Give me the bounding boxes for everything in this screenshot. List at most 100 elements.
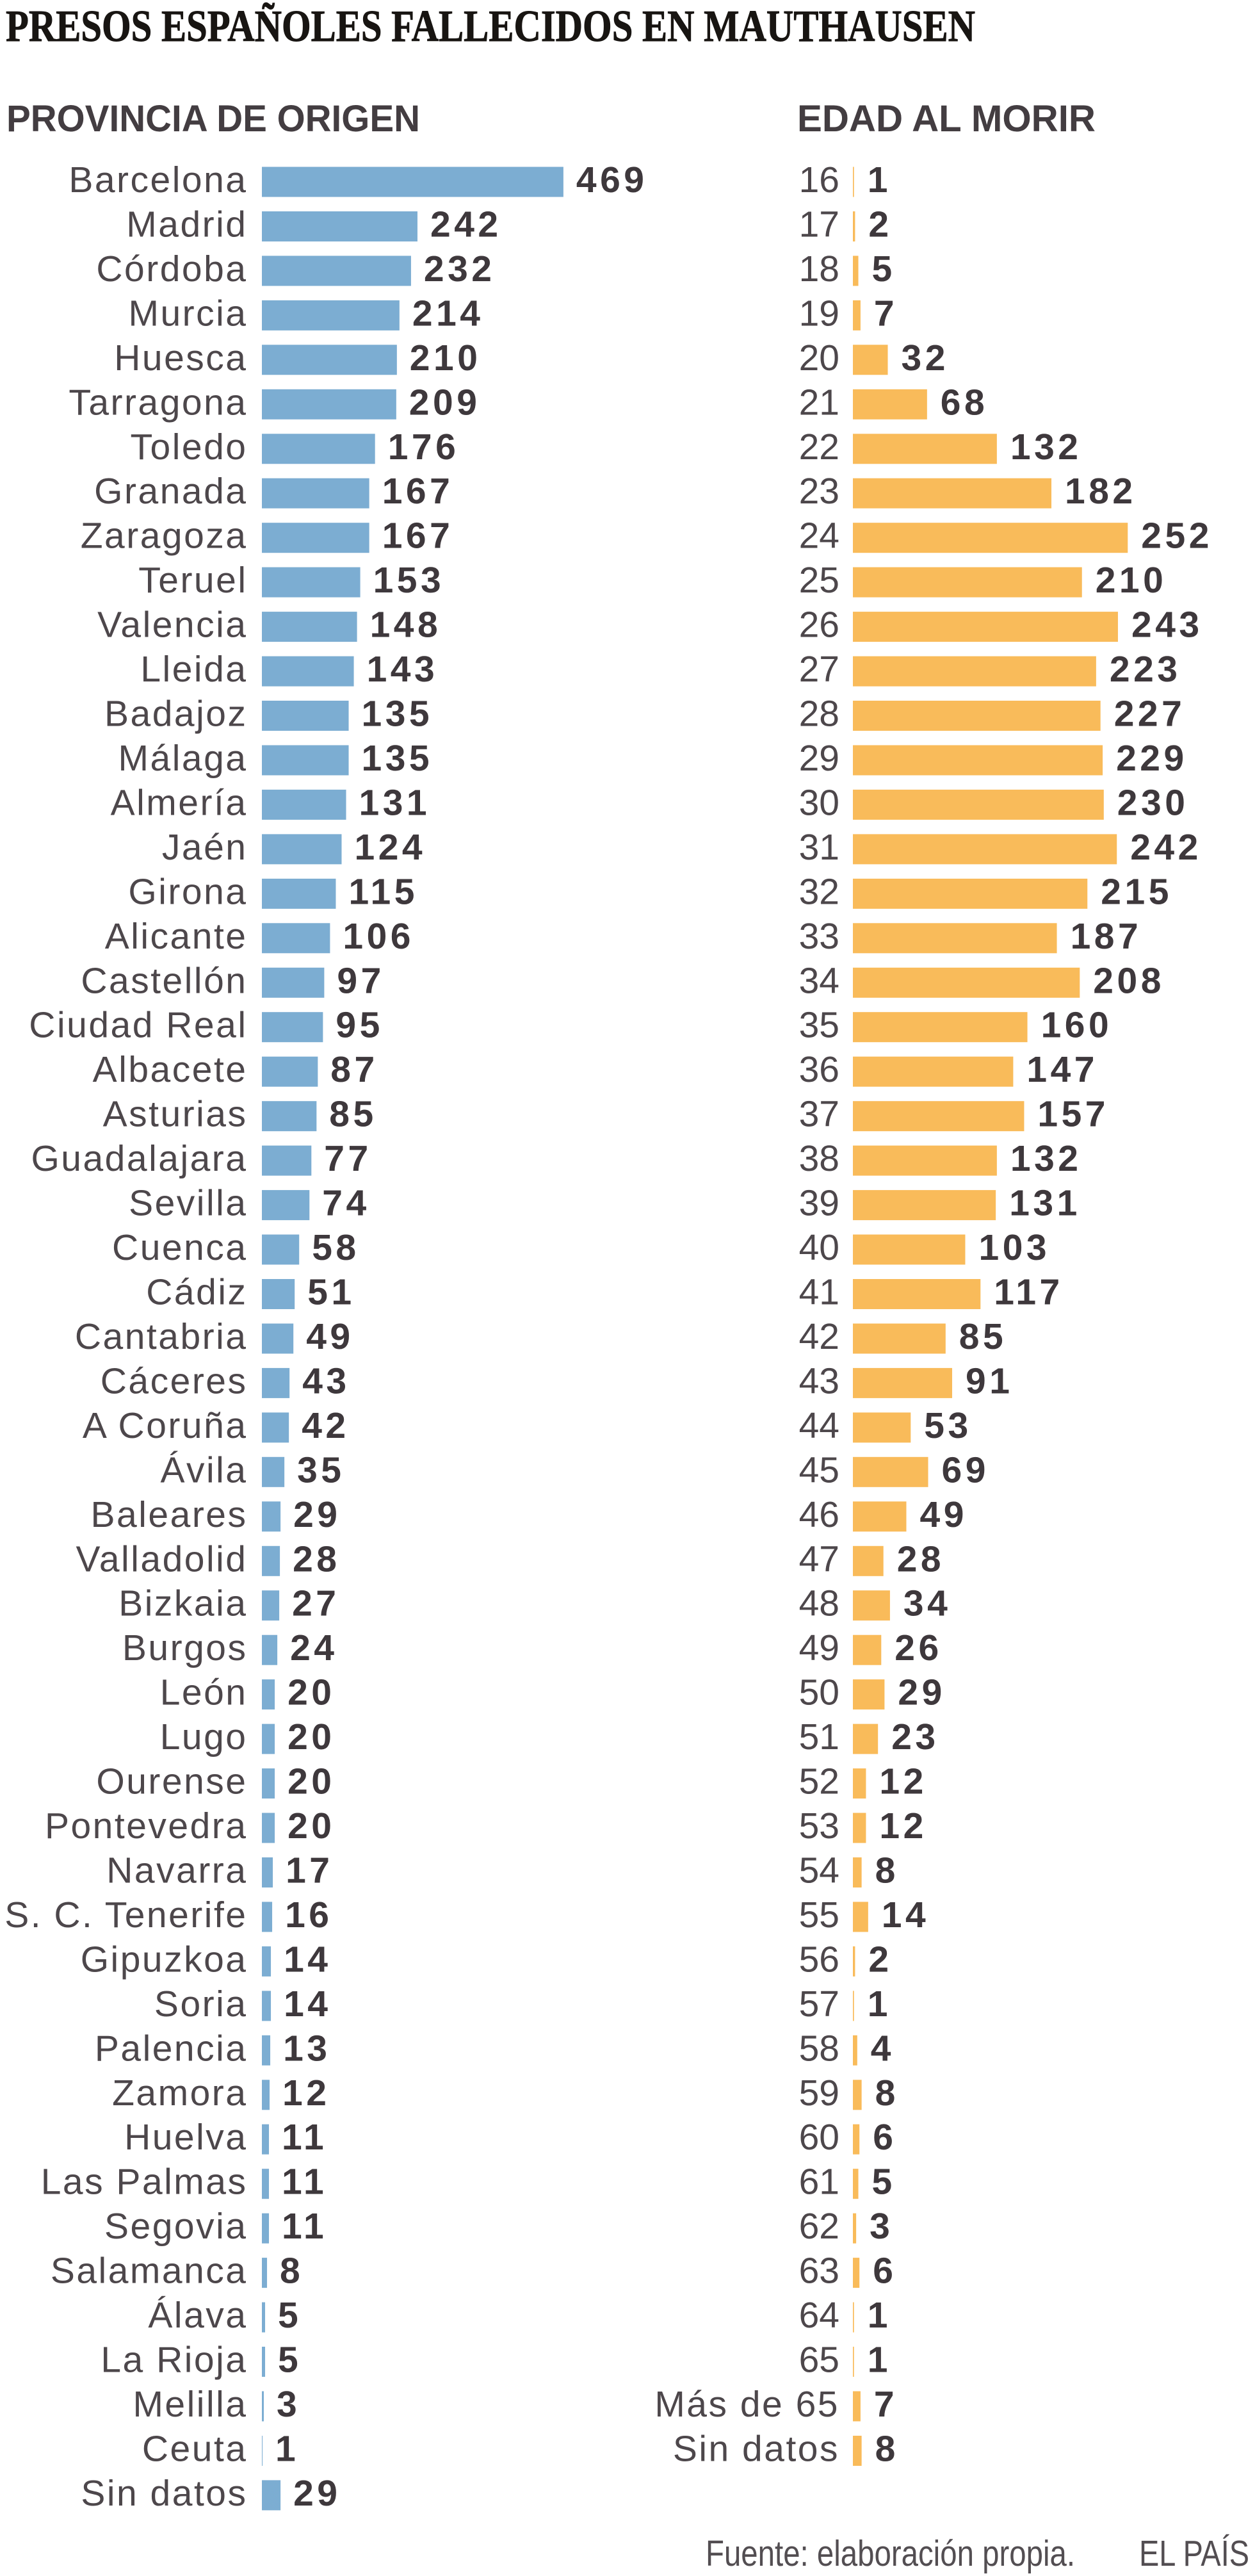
svg-text:223: 223 <box>1110 649 1181 690</box>
svg-text:131: 131 <box>359 782 431 823</box>
svg-text:469: 469 <box>576 159 648 200</box>
svg-text:Girona: Girona <box>128 871 247 912</box>
svg-text:Cantabria: Cantabria <box>75 1316 248 1357</box>
svg-text:Cáceres: Cáceres <box>101 1360 248 1401</box>
svg-text:12: 12 <box>879 1806 927 1846</box>
svg-text:215: 215 <box>1101 871 1172 912</box>
svg-text:124: 124 <box>355 827 426 868</box>
svg-text:229: 229 <box>1116 738 1188 779</box>
svg-text:Cuenca: Cuenca <box>112 1227 247 1268</box>
svg-text:11: 11 <box>282 2117 327 2158</box>
svg-text:A Coruña: A Coruña <box>83 1405 248 1446</box>
svg-text:17: 17 <box>799 204 839 245</box>
svg-text:26: 26 <box>799 605 839 646</box>
svg-text:13: 13 <box>283 2028 330 2069</box>
svg-text:242: 242 <box>1130 827 1202 868</box>
svg-text:210: 210 <box>410 338 482 379</box>
svg-text:45: 45 <box>799 1449 839 1490</box>
svg-text:Málaga: Málaga <box>118 738 248 779</box>
svg-text:Segovia: Segovia <box>104 2206 248 2247</box>
svg-text:20: 20 <box>287 1761 335 1802</box>
svg-text:5: 5 <box>872 2162 896 2203</box>
svg-text:60: 60 <box>799 2117 839 2158</box>
svg-text:135: 135 <box>362 738 433 779</box>
svg-text:85: 85 <box>329 1094 376 1135</box>
svg-text:30: 30 <box>799 782 839 823</box>
svg-text:Ourense: Ourense <box>96 1761 247 1802</box>
svg-text:Valencia: Valencia <box>97 605 247 646</box>
svg-text:8: 8 <box>875 1850 899 1891</box>
svg-text:1: 1 <box>868 2295 891 2336</box>
svg-text:117: 117 <box>994 1272 1063 1313</box>
svg-text:214: 214 <box>412 293 484 334</box>
svg-text:20: 20 <box>287 1672 335 1713</box>
svg-text:56: 56 <box>799 1939 839 1980</box>
svg-text:51: 51 <box>307 1272 355 1313</box>
svg-text:12: 12 <box>879 1761 927 1802</box>
svg-text:16: 16 <box>799 159 839 200</box>
svg-text:17: 17 <box>286 1850 333 1891</box>
svg-text:148: 148 <box>370 605 442 646</box>
svg-text:209: 209 <box>409 382 481 423</box>
svg-text:Soria: Soria <box>154 1984 248 2025</box>
svg-text:Castellón: Castellón <box>81 960 247 1001</box>
svg-text:PRESOS ESPAÑOLES FALLECIDOS EN: PRESOS ESPAÑOLES FALLECIDOS EN MAUTHAUSE… <box>6 2 975 51</box>
svg-text:14: 14 <box>882 1895 929 1936</box>
svg-text:Más de 65: Más de 65 <box>654 2384 839 2425</box>
svg-text:8: 8 <box>875 2429 899 2470</box>
svg-text:42: 42 <box>799 1316 839 1357</box>
svg-text:135: 135 <box>362 694 433 735</box>
svg-text:25: 25 <box>799 560 839 601</box>
svg-text:EL PAÍS: EL PAÍS <box>1139 2533 1249 2574</box>
svg-text:Badajoz: Badajoz <box>104 694 248 735</box>
svg-text:29: 29 <box>799 738 839 779</box>
svg-text:230: 230 <box>1117 782 1189 823</box>
svg-text:Zaragoza: Zaragoza <box>81 516 248 557</box>
svg-text:22: 22 <box>799 427 839 468</box>
svg-text:34: 34 <box>903 1583 951 1624</box>
svg-text:Las Palmas: Las Palmas <box>41 2162 248 2203</box>
svg-text:11: 11 <box>282 2206 327 2247</box>
svg-text:69: 69 <box>942 1449 989 1490</box>
svg-text:S. C. Tenerife: S. C. Tenerife <box>4 1895 247 1936</box>
svg-text:Asturias: Asturias <box>103 1094 248 1135</box>
svg-text:Navarra: Navarra <box>106 1850 247 1891</box>
svg-text:252: 252 <box>1141 516 1213 557</box>
svg-text:Huesca: Huesca <box>114 338 247 379</box>
svg-text:Teruel: Teruel <box>138 560 247 601</box>
svg-text:29: 29 <box>898 1672 945 1713</box>
svg-text:33: 33 <box>799 916 839 957</box>
svg-text:57: 57 <box>799 1984 839 2025</box>
svg-text:143: 143 <box>367 649 439 690</box>
svg-text:1: 1 <box>275 2429 299 2470</box>
svg-text:24: 24 <box>799 516 839 557</box>
svg-text:65: 65 <box>799 2340 839 2381</box>
svg-text:Sin datos: Sin datos <box>81 2473 247 2514</box>
svg-text:62: 62 <box>799 2206 839 2247</box>
svg-text:32: 32 <box>799 871 839 912</box>
svg-text:1: 1 <box>868 1984 891 2025</box>
svg-text:6: 6 <box>873 2117 896 2158</box>
svg-text:Bizkaia: Bizkaia <box>118 1583 247 1624</box>
svg-text:Palencia: Palencia <box>95 2028 248 2069</box>
svg-text:Almería: Almería <box>111 782 248 823</box>
svg-text:47: 47 <box>799 1538 839 1579</box>
svg-text:53: 53 <box>799 1806 839 1846</box>
svg-text:Barcelona: Barcelona <box>69 159 247 200</box>
svg-text:19: 19 <box>799 293 839 334</box>
svg-text:20: 20 <box>799 338 839 379</box>
svg-text:Lleida: Lleida <box>140 649 247 690</box>
svg-text:27: 27 <box>799 649 839 690</box>
svg-text:87: 87 <box>330 1049 378 1090</box>
svg-text:182: 182 <box>1065 471 1137 512</box>
svg-text:6: 6 <box>873 2251 896 2292</box>
svg-text:85: 85 <box>959 1316 1007 1357</box>
svg-text:Sin datos: Sin datos <box>673 2429 839 2470</box>
svg-text:95: 95 <box>336 1005 383 1046</box>
svg-text:8: 8 <box>875 2073 899 2114</box>
svg-text:PROVINCIA DE ORIGEN: PROVINCIA DE ORIGEN <box>6 98 420 140</box>
svg-text:Cádiz: Cádiz <box>146 1272 247 1313</box>
svg-text:Ceuta: Ceuta <box>142 2429 248 2470</box>
svg-text:53: 53 <box>924 1405 971 1446</box>
svg-text:Salamanca: Salamanca <box>51 2251 248 2292</box>
